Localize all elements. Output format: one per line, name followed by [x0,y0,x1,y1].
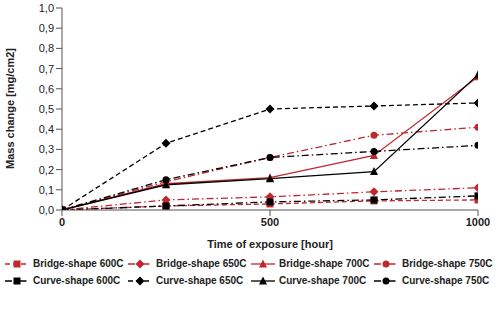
svg-text:1000: 1000 [466,216,490,228]
html-text:Curve-shape 700C: Curve-shape 700C [279,275,367,286]
html-text:Bridge-shape 650C: Bridge-shape 650C [156,258,247,269]
svg-text:0,7: 0,7 [39,63,54,75]
svg-text:0,4: 0,4 [39,123,54,135]
svg-text:0,3: 0,3 [39,143,54,155]
svg-text:Time of exposure [hour]: Time of exposure [hour] [207,238,333,250]
svg-text:0: 0 [59,216,65,228]
svg-text:0,0: 0,0 [39,204,54,216]
svg-text:500: 500 [261,216,279,228]
svg-text:0,9: 0,9 [39,22,54,34]
svg-text:0,8: 0,8 [39,42,54,54]
html-text:Curve-shape 750C: Curve-shape 750C [402,275,490,286]
svg-text:1,0: 1,0 [39,2,54,14]
html-text:Bridge-shape 600C: Bridge-shape 600C [33,258,124,269]
html-text:Curve-shape 600C: Curve-shape 600C [33,275,121,286]
svg-text:0,1: 0,1 [39,184,54,196]
svg-text:0,2: 0,2 [39,164,54,176]
svg-text:0,6: 0,6 [39,83,54,95]
svg-text:0,5: 0,5 [39,103,54,115]
html-text:Curve-shape 650C: Curve-shape 650C [156,275,244,286]
svg-text:Mass change [mg/cm2]: Mass change [mg/cm2] [8,48,16,169]
html-text:Bridge-shape 750C: Bridge-shape 750C [402,258,493,269]
html-text:Bridge-shape 700C: Bridge-shape 700C [279,258,370,269]
